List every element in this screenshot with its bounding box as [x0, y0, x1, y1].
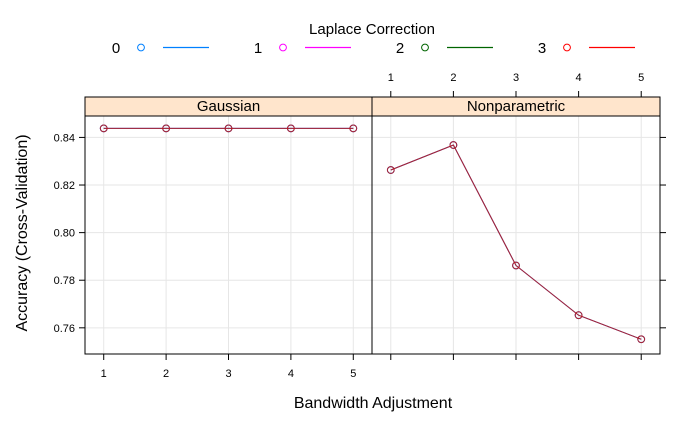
legend-marker-1 [279, 43, 287, 52]
data-point [224, 124, 233, 133]
y-axis: 0.76 0.78 0.80 0.82 0.84 [54, 132, 666, 335]
data-point [349, 124, 358, 133]
x-tick-label-top: 5 [638, 72, 644, 84]
panel-gaussian: Gaussian 1 2 3 4 5 [84, 96, 373, 380]
x-tick-label-top: 2 [450, 72, 456, 84]
x-tick-label-top: 3 [513, 72, 519, 84]
legend-marker-2 [421, 43, 429, 52]
legend-marker-3 [563, 43, 571, 52]
data-point [574, 311, 583, 320]
y-tick-label: 0.78 [54, 275, 75, 287]
data-point [637, 335, 646, 344]
data-point [386, 166, 395, 174]
y-tick-label: 0.80 [54, 228, 75, 240]
legend: Laplace Correction 0 1 2 3 [112, 21, 635, 57]
x-tick-label: 3 [225, 368, 231, 380]
legend-marker-0 [137, 43, 145, 52]
y-tick-label: 0.82 [54, 180, 75, 192]
data-point [512, 261, 520, 270]
x-tick-label: 2 [163, 368, 169, 380]
y-tick-label: 0.84 [54, 132, 75, 144]
x-tick-label: 5 [350, 368, 356, 380]
data-point [162, 124, 171, 133]
data-point [286, 124, 295, 133]
series-line-3 [390, 144, 642, 340]
legend-title: Laplace Correction [309, 21, 435, 38]
x-tick-label-top: 4 [576, 72, 582, 84]
legend-label-1: 1 [254, 40, 262, 57]
y-tick-label: 0.76 [54, 323, 75, 335]
x-tick-label-top: 1 [388, 72, 394, 84]
legend-label-2: 2 [396, 40, 404, 57]
legend-label-0: 0 [112, 40, 120, 57]
data-point [449, 141, 458, 149]
legend-label-3: 3 [538, 40, 546, 57]
x-tick-label: 4 [288, 368, 294, 380]
panel-nonparametric: Nonparametric 1 2 3 4 5 [371, 72, 661, 360]
x-tick-label: 1 [101, 368, 107, 380]
y-axis-label: Accuracy (Cross-Validation) [14, 134, 31, 331]
strip-label: Nonparametric [467, 98, 566, 115]
data-point [99, 124, 108, 133]
strip-label: Gaussian [197, 98, 260, 115]
x-axis-label: Bandwidth Adjustment [294, 395, 453, 412]
